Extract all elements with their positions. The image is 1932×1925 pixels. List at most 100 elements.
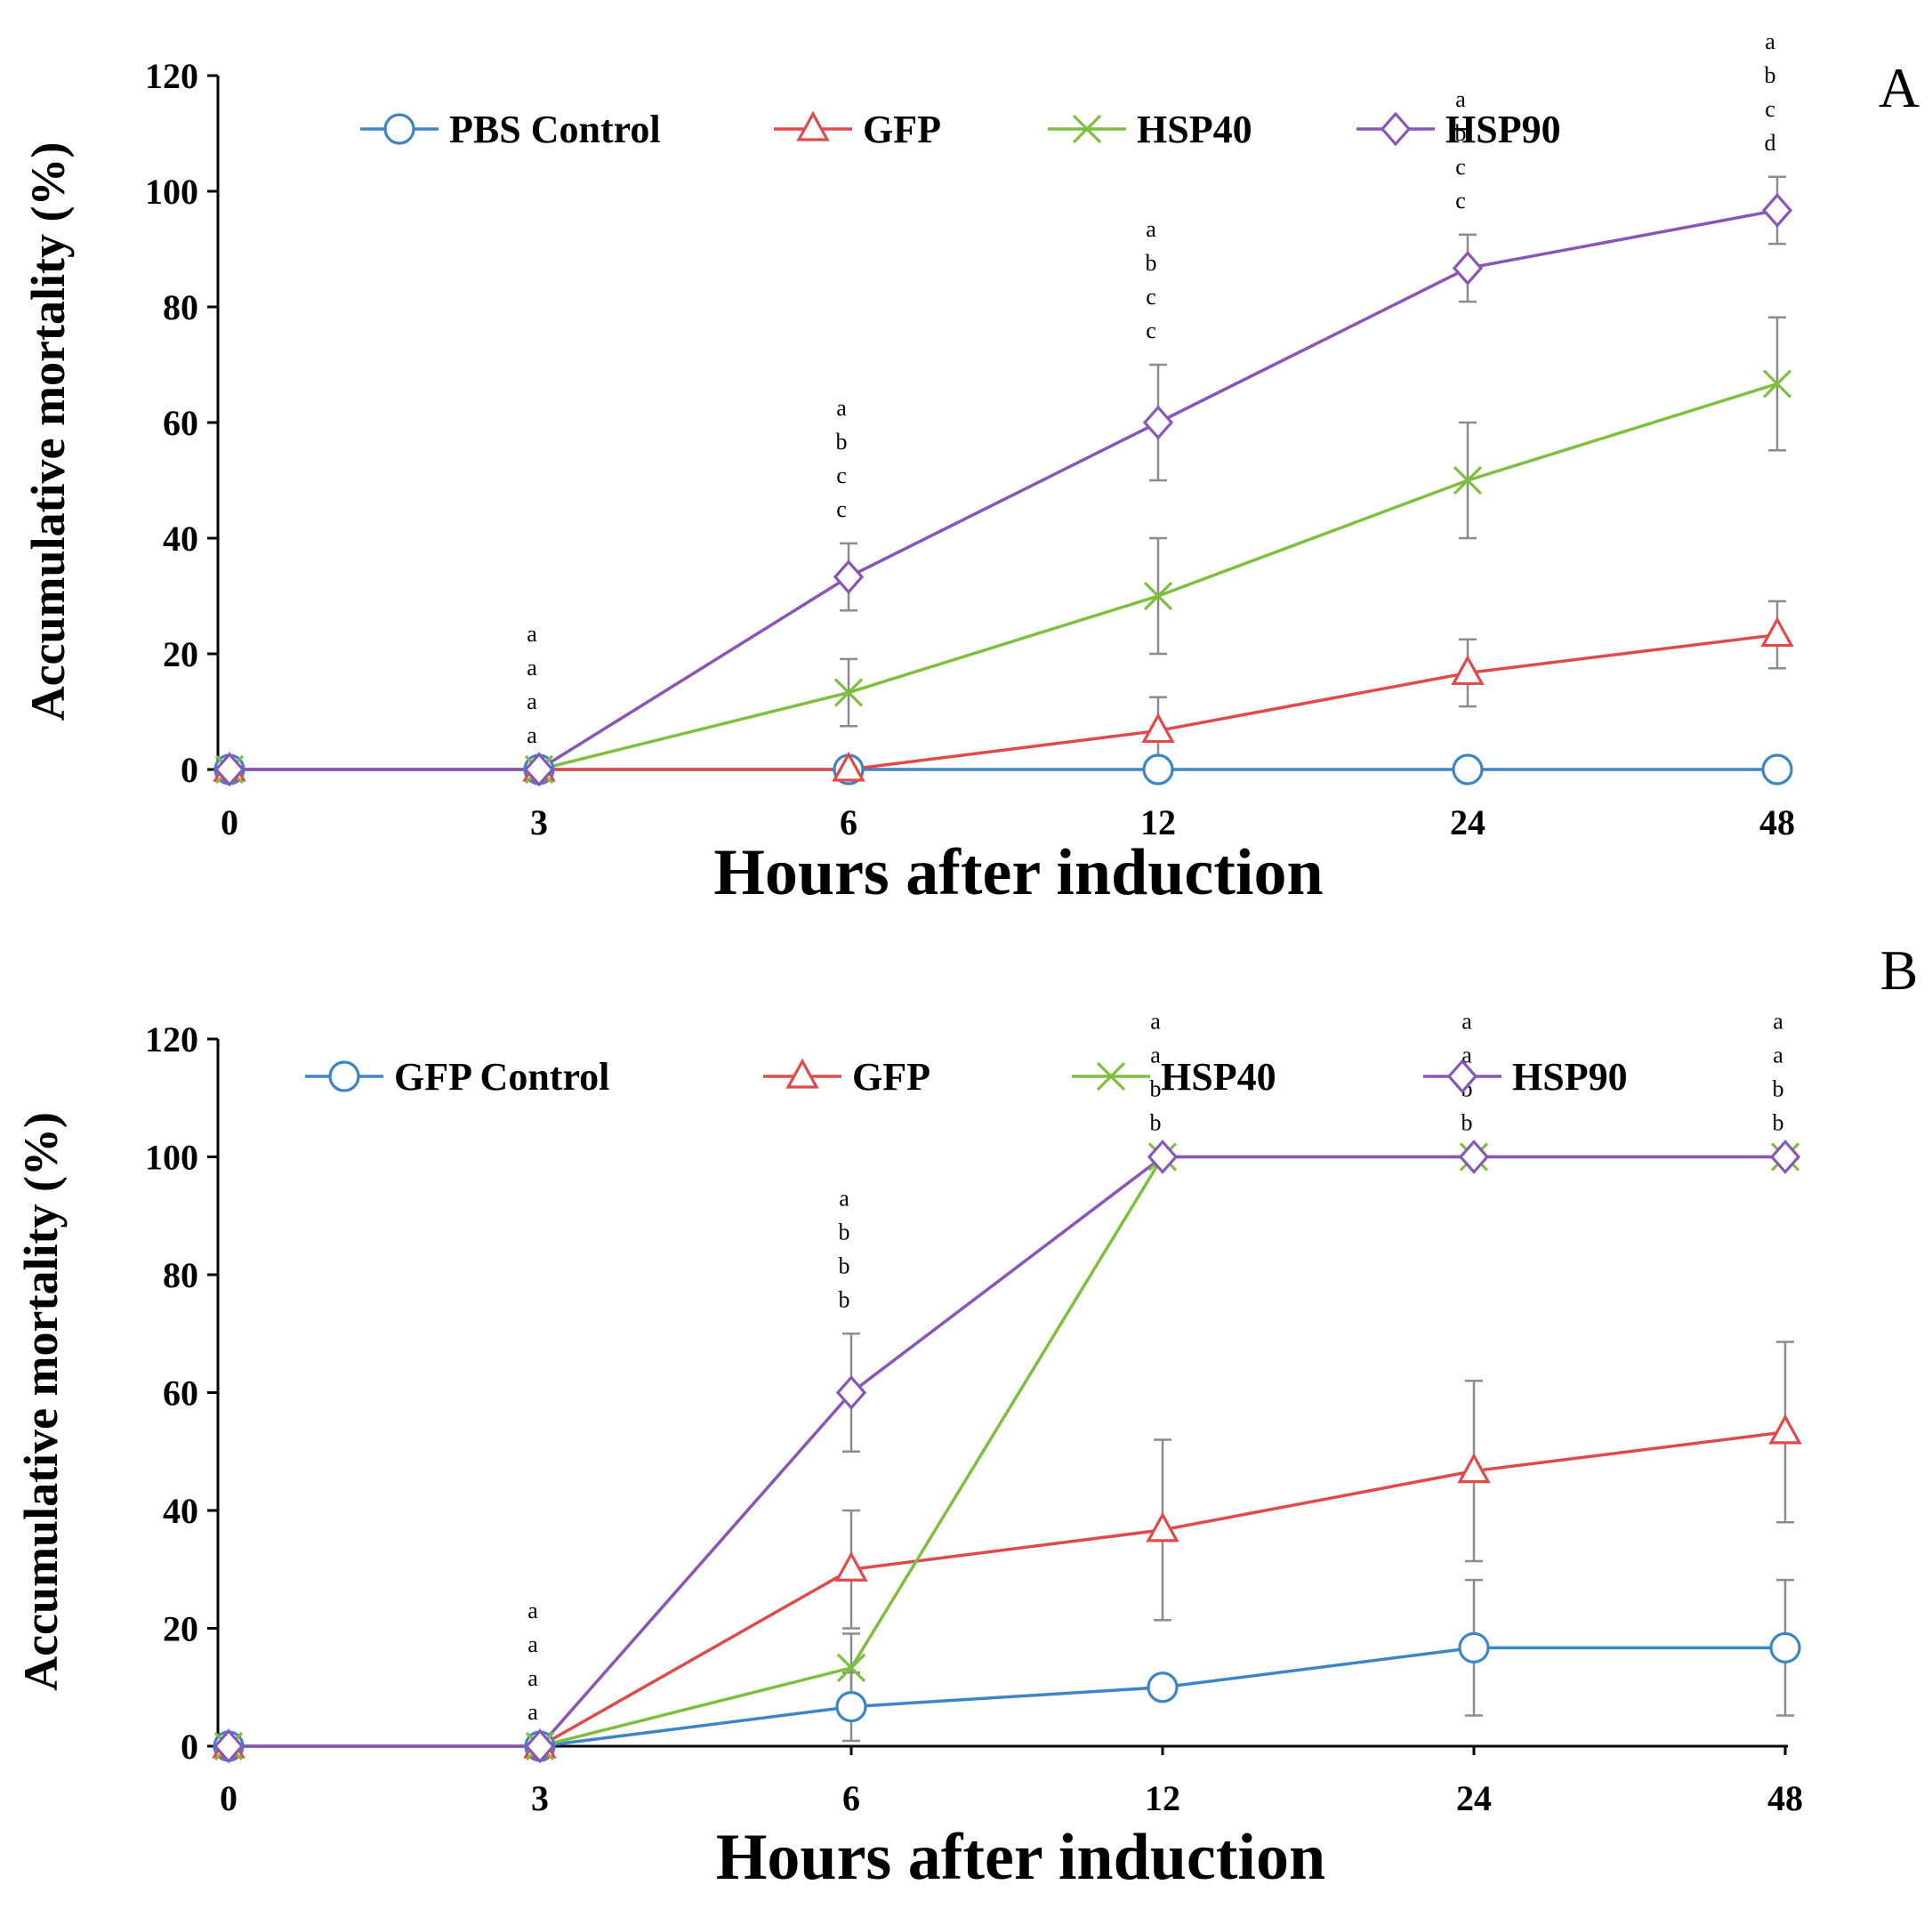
legend-label: GFP (863, 108, 941, 151)
y-tick-label: 40 (163, 519, 198, 559)
significance-letter: c (1146, 318, 1156, 343)
legend-marker (796, 110, 830, 141)
y-tick-label: 60 (163, 403, 198, 443)
series-line-gfp-control (229, 1646, 1785, 1748)
y-tick-label: 80 (163, 287, 198, 327)
y-tick-label: 100 (145, 1138, 198, 1178)
data-point-hsp90 (213, 752, 246, 787)
legend-marker (1380, 111, 1412, 147)
significance-letter: a (527, 1665, 538, 1691)
data-point-gfp (1141, 713, 1175, 744)
data-point-hsp90 (523, 752, 555, 787)
significance-letter: a (1765, 28, 1775, 54)
x-tick-label: 0 (221, 802, 238, 842)
significance-letter: b (839, 1219, 850, 1244)
legend-item: HSP90 (1356, 108, 1561, 151)
data-point-hsp40 (833, 678, 864, 707)
significance-letter: b (1765, 62, 1776, 88)
significance-letter: b (1150, 1110, 1162, 1136)
x-axis-title: Hours after induction (713, 836, 1323, 909)
series-line-gfp (229, 632, 1778, 771)
chart-panel-b: 0 20 40 60 80 100 120 0 3 6 12 24 48 Hours after indu… (14, 938, 1918, 1894)
y-tick-label: 120 (145, 56, 198, 96)
y-tick-label: 80 (163, 1255, 198, 1295)
significance-letter: a (527, 621, 537, 647)
data-point-gfp (1457, 1453, 1491, 1484)
significance-letter: b (836, 429, 848, 455)
data-point-gfp-control (1769, 1631, 1801, 1663)
series-line-gfp (229, 1430, 1786, 1748)
legend-label: HSP90 (1512, 1055, 1628, 1099)
significance-letter: c (836, 496, 847, 522)
y-axis-title: Accumulative mortality (%) (14, 1112, 68, 1691)
data-point-gfp-control (835, 1691, 867, 1723)
y-tick-label: 120 (145, 1019, 198, 1059)
significance-letter: c (1455, 188, 1466, 213)
significance-letter: a (836, 395, 847, 421)
legend-label: GFP Control (394, 1055, 609, 1099)
data-point-hsp90 (1458, 1140, 1490, 1174)
significance-letter: b (1146, 250, 1157, 276)
series-line-hsp90 (229, 208, 1778, 771)
significance-letter: a (1773, 1009, 1783, 1035)
significance-letter: a (839, 1185, 849, 1211)
significance-letter: b (1773, 1110, 1784, 1136)
significance-letter: a (527, 689, 537, 714)
data-point-gfp-control (1458, 1631, 1490, 1663)
panel-letter: B (1880, 938, 1919, 1002)
x-tick-label: 12 (1145, 1778, 1180, 1818)
legend-item: HSP40 (1072, 1055, 1276, 1099)
significance-letter: b (839, 1252, 850, 1278)
significance-letter: a (1146, 216, 1156, 242)
data-point-hsp40 (1143, 581, 1173, 611)
legend-item: HSP90 (1423, 1055, 1628, 1099)
legend-label: HSP40 (1137, 108, 1252, 151)
x-tick-label: 48 (1767, 1778, 1803, 1818)
data-point-hsp40 (1762, 369, 1792, 399)
legend-label: PBS Control (449, 108, 661, 151)
legend-label: HSP40 (1161, 1055, 1276, 1099)
y-tick-label: 0 (181, 1727, 198, 1767)
data-point-hsp90 (524, 1728, 556, 1764)
data-point-gfp (1146, 1511, 1179, 1542)
significance-letter: b (839, 1286, 850, 1312)
data-point-gfp (1451, 655, 1485, 686)
legend-marker (328, 1060, 360, 1092)
y-tick-label: 60 (163, 1373, 198, 1414)
data-point-hsp90 (1452, 251, 1484, 286)
data-point-gfp (834, 1550, 868, 1582)
data-point-gfp (1768, 1414, 1802, 1445)
significance-letter: a (1455, 86, 1466, 112)
significance-letter: a (1773, 1043, 1783, 1068)
data-point-gfp (1760, 616, 1794, 648)
data-point-hsp90 (1142, 405, 1174, 440)
x-tick-label: 0 (220, 1778, 237, 1818)
significance-letter: a (1461, 1009, 1472, 1035)
legend-item: PBS Control (360, 108, 661, 151)
series-line-hsp40 (229, 1155, 1785, 1748)
legend-item: HSP40 (1048, 108, 1252, 151)
data-point-pbs-control (1452, 753, 1484, 785)
significance-letter: c (1765, 96, 1775, 122)
y-tick-label: 20 (163, 1609, 198, 1649)
significance-letter: a (527, 1598, 538, 1623)
legend-marker (1446, 1059, 1478, 1094)
y-tick-label: 0 (181, 750, 198, 790)
legend-item: GFP (774, 108, 941, 151)
significance-letter: a (527, 1631, 538, 1657)
x-tick-label: 24 (1450, 802, 1485, 842)
x-tick-label: 6 (842, 1778, 860, 1818)
legend-marker (785, 1058, 819, 1089)
x-tick-label: 48 (1759, 802, 1795, 842)
legend-label: HSP90 (1445, 108, 1561, 151)
significance-letter: c (1146, 284, 1156, 310)
significance-letter: c (1455, 154, 1466, 180)
data-point-hsp40 (1453, 465, 1483, 495)
significance-letter: d (1765, 130, 1776, 156)
panel-letter: A (1879, 56, 1920, 119)
significance-letter: b (1455, 120, 1467, 146)
significance-letter: b (1461, 1110, 1473, 1136)
x-tick-label: 24 (1456, 1778, 1492, 1818)
